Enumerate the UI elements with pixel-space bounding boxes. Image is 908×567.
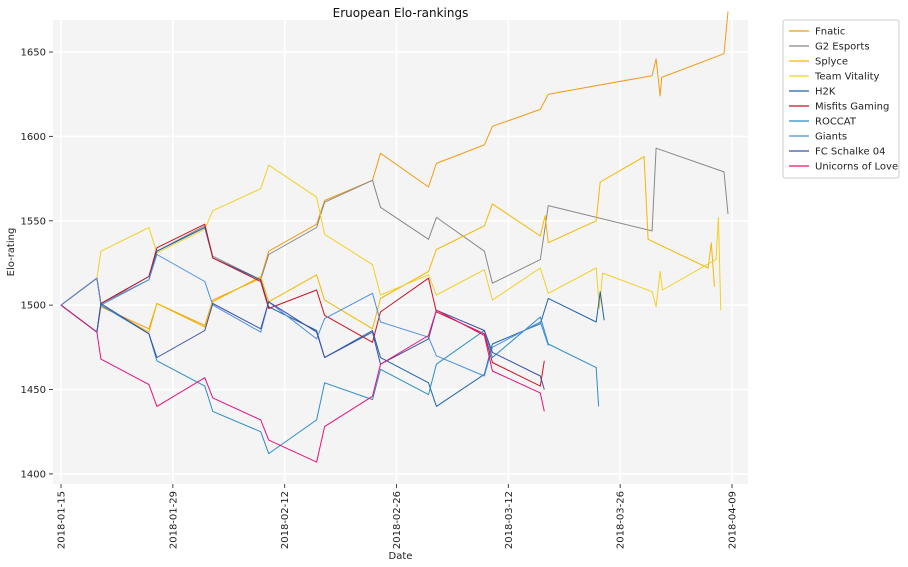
legend-frame — [782, 19, 900, 179]
y-tick-label: 1500 — [21, 301, 46, 312]
plot-background — [53, 20, 748, 484]
x-axis-title: Date — [389, 551, 413, 562]
series-line — [60, 156, 715, 333]
x-tick-label: 2018-01-15 — [56, 491, 67, 549]
legend-label: Unicorns of Love — [815, 162, 898, 173]
chart-title: Eruopean Elo-rankings — [333, 6, 469, 20]
legend-label: H2K — [815, 87, 836, 98]
series-line — [60, 254, 549, 377]
y-tick-label: 1600 — [21, 132, 46, 143]
series-line — [60, 304, 545, 463]
y-tick-label: 1450 — [21, 385, 46, 396]
series-line — [60, 164, 722, 311]
x-tick-label: 2018-03-12 — [504, 491, 515, 549]
legend-label: Fnatic — [815, 27, 845, 38]
legend-label: ROCCAT — [815, 117, 857, 128]
legend-label: Misfits Gaming — [815, 102, 889, 113]
y-tick-label: 1650 — [21, 48, 46, 59]
x-axis-ticks: 2018-01-15 2018-01-29 2018-02-12 2018-02-26… — [56, 484, 739, 549]
x-tick-label: 2018-01-29 — [168, 491, 179, 549]
x-tick-label: 2018-04-09 — [728, 491, 739, 549]
x-tick-label: 2018-03-26 — [616, 491, 627, 549]
x-tick-label: 2018-02-12 — [280, 491, 291, 549]
legend: Fnatic G2 Esports Splyce Team Vitality H2K Mi… — [782, 19, 900, 179]
y-axis-title: Elo-rating — [6, 228, 17, 277]
y-tick-label: 1550 — [21, 216, 46, 227]
y-axis-ticks: 1400 1450 1500 1550 1600 1650 — [21, 48, 53, 480]
x-tick-label: 2018-02-26 — [392, 491, 403, 549]
legend-label: FC Schalke 04 — [815, 147, 886, 158]
legend-label: Team Vitality — [814, 72, 880, 83]
series-lines — [60, 11, 729, 463]
legend-label: G2 Esports — [815, 42, 870, 53]
series-line — [60, 223, 545, 387]
grid-lines — [53, 20, 748, 484]
legend-label: Splyce — [815, 57, 848, 68]
y-tick-label: 1400 — [21, 469, 46, 480]
series-line — [60, 301, 545, 390]
legend-label: Giants — [815, 132, 847, 143]
